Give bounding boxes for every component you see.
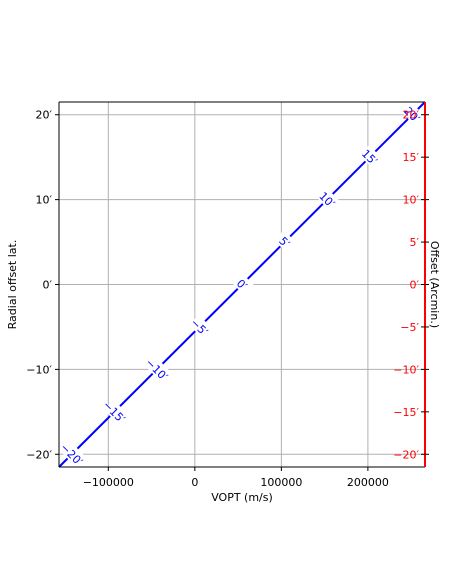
y2-tick-label: −15′ — [393, 406, 419, 419]
x-tick-label: −100000 — [83, 476, 134, 489]
y-tick-label: 20′ — [36, 109, 53, 122]
y-axis-title: Radial offset lat. — [6, 240, 19, 330]
curve-label-background — [103, 399, 127, 423]
x-tick-label: 0 — [191, 476, 198, 489]
curve-label-background — [401, 102, 425, 126]
y2-tick-label: 5′ — [410, 236, 420, 249]
y-ticks: −20′ −10′ 0′ 10′ 20′ — [26, 109, 59, 461]
y2-tick-label: −20′ — [393, 448, 419, 461]
curve-label-background — [273, 230, 297, 253]
y2-tick-label: 10′ — [403, 194, 420, 207]
y2-tick-label: −10′ — [393, 363, 419, 376]
curve-label-background — [231, 272, 255, 296]
curve-label-background — [316, 187, 340, 211]
curve-labels: −20′ −15′ −10′ −5′ 0′ 5′ 10′ 15′ 20′ — [58, 102, 425, 469]
y-tick-label: 0′ — [43, 279, 53, 292]
y2-tick-label: 0′ — [410, 279, 420, 292]
y2-tick-label: −5′ — [400, 321, 419, 334]
curve-label-group: 5′ — [273, 230, 297, 253]
curve-label-background — [146, 357, 169, 381]
curve-label-group: 0′ — [231, 272, 255, 296]
y2-axis-title: Offset (Arcmin.) — [428, 241, 441, 328]
y2-tick-label: 15′ — [403, 151, 420, 164]
curve-label-background — [61, 442, 84, 465]
curve-label-background — [359, 145, 382, 168]
y-tick-label: −10′ — [26, 363, 52, 376]
x-axis-title: VOPT (m/s) — [211, 491, 273, 504]
axis-frame — [58, 101, 426, 468]
curve-label-background — [188, 314, 212, 338]
y2-tick-label: 20′ — [403, 109, 420, 122]
y-tick-label: −20′ — [26, 448, 52, 461]
x-ticks: −100000 0 100000 200000 — [83, 467, 389, 489]
y2-ticks: −20′ −15′ −10′ −5′ 0′ 5′ 10′ 15′ 20′ — [393, 109, 429, 461]
x-tick-label: 100000 — [260, 476, 302, 489]
y-tick-label: 10′ — [36, 194, 53, 207]
x-tick-label: 200000 — [347, 476, 389, 489]
